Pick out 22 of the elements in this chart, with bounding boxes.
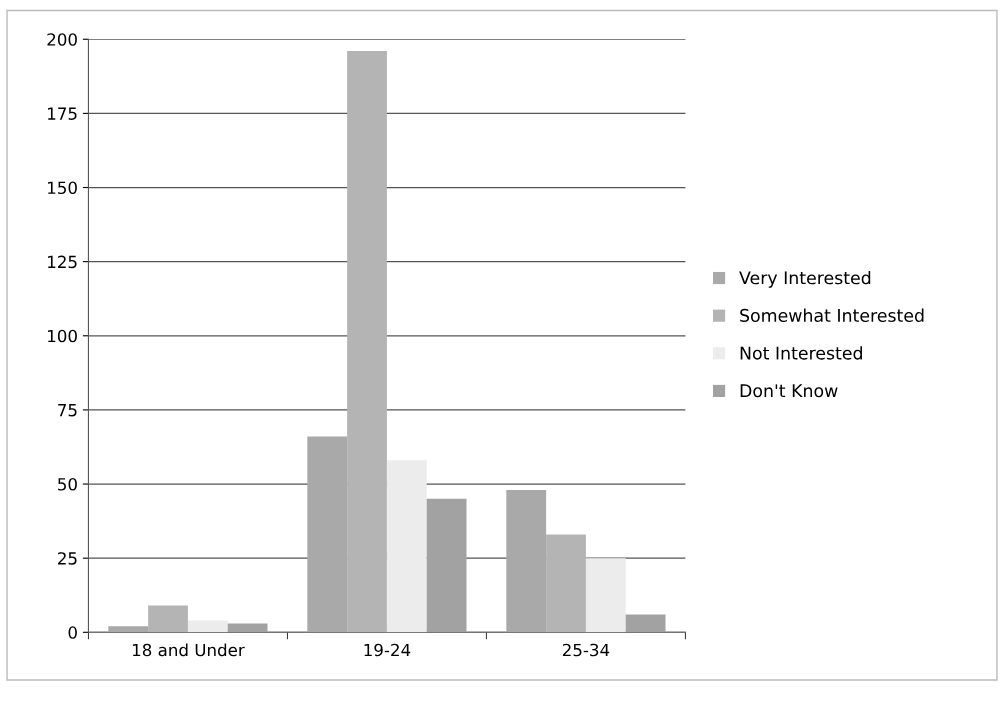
y-tick-label: 50: [58, 478, 77, 491]
legend-label: Don't Know: [740, 384, 838, 398]
bar: [625, 614, 666, 633]
y-tick-label: 150: [48, 181, 77, 195]
bar: [227, 623, 268, 633]
legend-label: Very Interested: [739, 270, 871, 288]
y-tick-label: 75: [58, 404, 77, 417]
bar: [187, 620, 228, 633]
bar: [585, 558, 626, 633]
bar: [426, 498, 467, 633]
x-tick-label: 18 and Under: [132, 643, 245, 657]
legend-label: Somewhat Interested: [740, 308, 924, 322]
y-tick-label: 0: [68, 626, 77, 639]
y-tick-label: 25: [58, 552, 77, 565]
bar: [386, 460, 427, 633]
y-tick-label: 175: [48, 107, 77, 120]
legend-label: Not Interested: [740, 346, 862, 360]
y-tick-label: 100: [48, 329, 77, 343]
x-tick-label: 19-24: [364, 643, 411, 657]
x-tick-label: 25-34: [562, 643, 610, 657]
y-tick-label: 200: [47, 33, 77, 46]
y-tick-label: 125: [48, 255, 77, 269]
